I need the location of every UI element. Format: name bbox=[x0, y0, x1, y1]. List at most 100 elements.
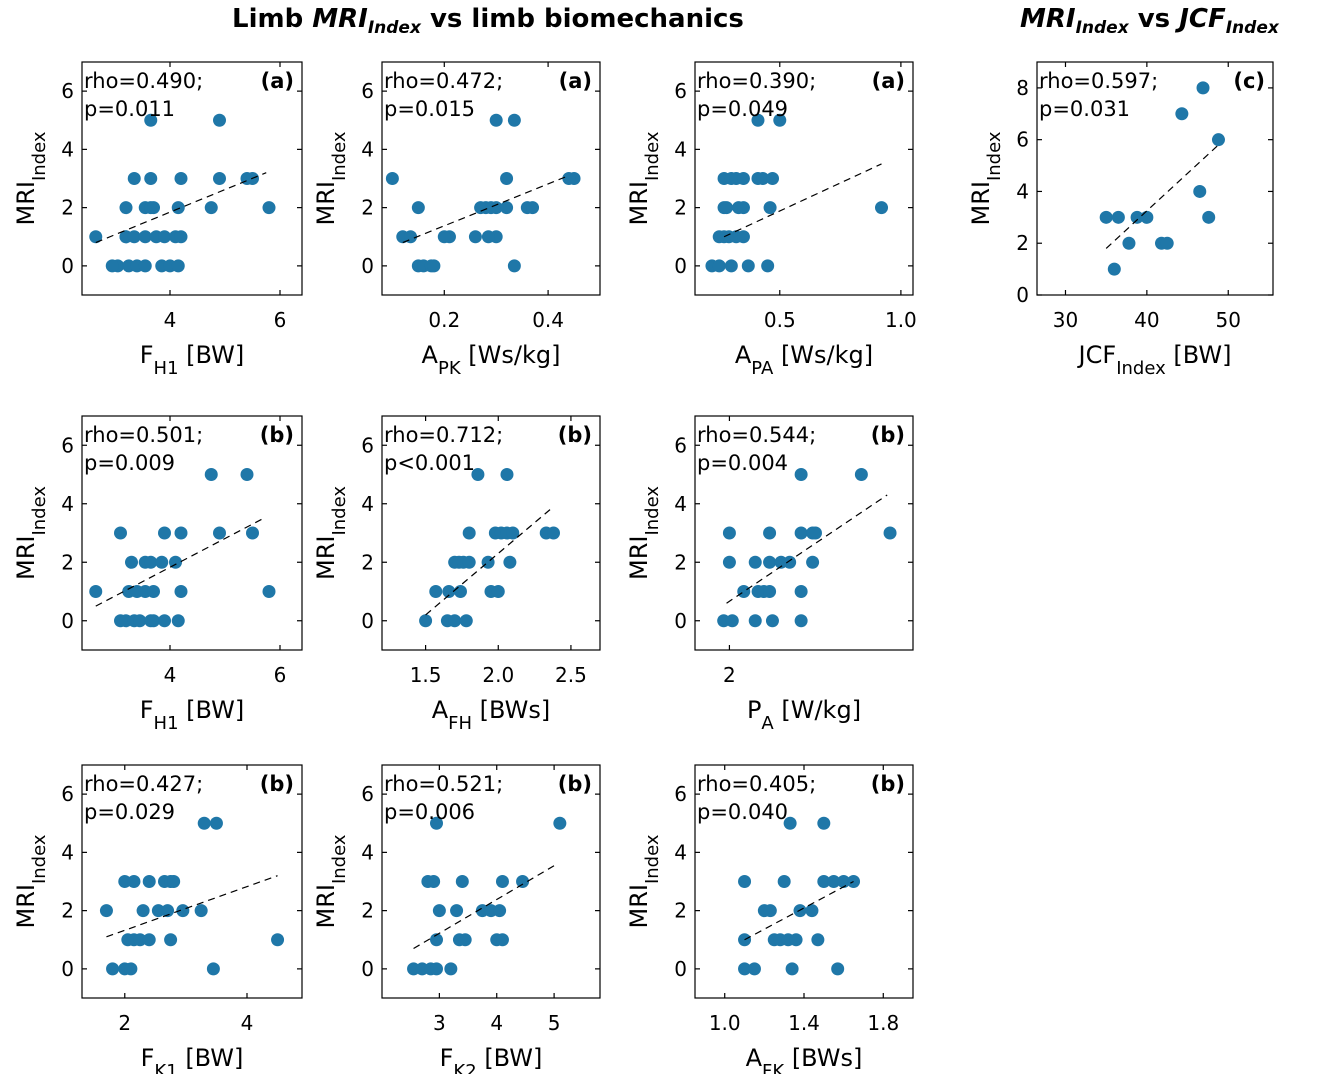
panel-tag: (b) bbox=[260, 423, 294, 447]
data-point bbox=[124, 962, 138, 976]
y-tick-label: 8 bbox=[1016, 76, 1029, 100]
data-point bbox=[127, 230, 141, 244]
data-point bbox=[89, 230, 103, 244]
data-point bbox=[411, 201, 425, 215]
subplot-7: 0 2 4 6 2 rho=0.544; p=0.004 (b) PA [W/kg] MRIInd… bbox=[625, 415, 914, 734]
data-point bbox=[1175, 107, 1189, 121]
data-point bbox=[125, 555, 138, 569]
data-point bbox=[751, 113, 765, 127]
data-point bbox=[789, 933, 803, 947]
data-point bbox=[854, 468, 868, 481]
data-point bbox=[808, 526, 822, 540]
rho-annotation: rho=0.712; bbox=[384, 423, 503, 447]
x-tick-label: 4 bbox=[164, 663, 177, 687]
data-point bbox=[167, 875, 181, 888]
y-tick-label: 0 bbox=[61, 254, 74, 278]
data-point bbox=[763, 585, 777, 598]
x-tick-label: 50 bbox=[1216, 308, 1241, 332]
x-tick-label: 6 bbox=[274, 663, 287, 687]
data-point bbox=[506, 526, 520, 540]
y-axis-label: MRIIndex bbox=[967, 131, 1005, 225]
data-point bbox=[204, 201, 218, 215]
subplot-3: 0 2 4 6 0.5 1.0 rho=0.390; p=0.049 (a) APA [Ws/kg… bbox=[625, 61, 917, 379]
data-point bbox=[262, 201, 276, 215]
data-point bbox=[546, 526, 560, 540]
data-point bbox=[155, 555, 169, 569]
y-tick-label: 4 bbox=[361, 492, 374, 516]
axes-box bbox=[1036, 61, 1274, 296]
y-tick-label: 4 bbox=[674, 492, 687, 516]
y-tick-label: 0 bbox=[61, 609, 74, 633]
data-point bbox=[442, 585, 456, 598]
x-axis-label: FK2 [BW] bbox=[440, 1044, 543, 1074]
p-annotation: p<0.001 bbox=[384, 451, 475, 475]
data-point bbox=[489, 113, 503, 127]
panel-tag: (a) bbox=[559, 69, 592, 93]
data-point bbox=[827, 875, 841, 888]
data-point bbox=[213, 113, 226, 127]
y-tick-label: 4 bbox=[361, 840, 374, 864]
title-mri: MRIIndex bbox=[312, 4, 421, 39]
x-tick-label: 1.4 bbox=[788, 1011, 820, 1035]
regression-line bbox=[425, 506, 554, 616]
data-point bbox=[794, 585, 808, 598]
regression-line bbox=[95, 172, 267, 244]
rho-annotation: rho=0.405; bbox=[697, 772, 816, 796]
x-tick-label: 1.0 bbox=[885, 308, 917, 332]
data-point bbox=[741, 259, 755, 273]
x-tick-label: 4 bbox=[490, 1011, 503, 1035]
panel-tag: (b) bbox=[871, 772, 905, 796]
x-tick-label: 2.5 bbox=[555, 663, 587, 687]
data-point bbox=[429, 585, 443, 598]
x-tick-label: 30 bbox=[1053, 308, 1078, 332]
axes-box bbox=[381, 415, 601, 651]
data-point bbox=[171, 614, 185, 628]
data-point bbox=[194, 904, 208, 918]
subplot-6: 0 2 4 6 1.5 2.0 2.5 rho=0.712; p<0.001 (b) AFH [BW… bbox=[312, 415, 601, 734]
y-tick-label: 6 bbox=[361, 79, 374, 103]
data-point bbox=[430, 933, 443, 947]
p-annotation: p=0.004 bbox=[697, 451, 788, 475]
data-point bbox=[462, 555, 476, 569]
data-point bbox=[240, 468, 254, 481]
panel-tag: (c) bbox=[1233, 69, 1265, 93]
data-point bbox=[722, 555, 736, 569]
regression-line bbox=[1105, 144, 1219, 249]
data-point bbox=[246, 526, 259, 540]
data-point bbox=[462, 526, 476, 540]
data-point bbox=[763, 526, 777, 540]
data-point bbox=[144, 113, 158, 127]
data-point bbox=[1140, 210, 1154, 224]
p-annotation: p=0.031 bbox=[1039, 97, 1130, 121]
data-point bbox=[89, 585, 103, 598]
data-point bbox=[761, 259, 775, 273]
figure-title-left: Limb MRIIndex vs limb biomechanics bbox=[232, 4, 744, 39]
data-point bbox=[794, 468, 808, 481]
data-point bbox=[817, 875, 831, 888]
x-tick-label: 6 bbox=[274, 308, 287, 332]
data-point bbox=[837, 875, 851, 888]
x-tick-label: 40 bbox=[1134, 308, 1159, 332]
y-tick-label: 0 bbox=[674, 957, 687, 981]
data-point bbox=[1099, 210, 1113, 224]
data-point bbox=[526, 201, 540, 215]
data-point bbox=[206, 962, 220, 976]
p-annotation: p=0.006 bbox=[384, 800, 475, 824]
p-annotation: p=0.015 bbox=[384, 97, 475, 121]
data-point bbox=[811, 933, 825, 947]
y-tick-label: 0 bbox=[674, 254, 687, 278]
x-axis-label: AFK [BWs] bbox=[746, 1044, 863, 1074]
data-point bbox=[444, 962, 458, 976]
data-point bbox=[1160, 236, 1174, 250]
p-annotation: p=0.011 bbox=[84, 97, 175, 121]
y-axis-label: MRIIndex bbox=[12, 486, 50, 580]
data-point bbox=[785, 962, 799, 976]
x-tick-label: 4 bbox=[241, 1011, 254, 1035]
data-point bbox=[756, 172, 770, 185]
panel-tag: (b) bbox=[260, 772, 294, 796]
panel-tag: (a) bbox=[261, 69, 294, 93]
x-tick-label: 2 bbox=[118, 1011, 131, 1035]
data-point bbox=[142, 875, 156, 888]
data-point bbox=[724, 259, 738, 273]
y-tick-label: 6 bbox=[674, 433, 687, 457]
